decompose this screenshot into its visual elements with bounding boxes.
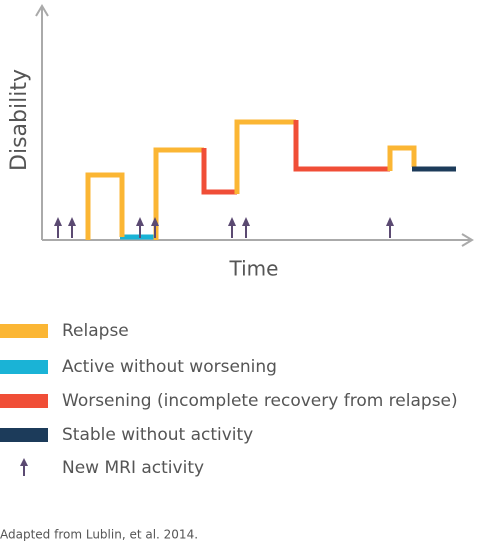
mri-arrow	[151, 217, 159, 238]
legend-swatch	[0, 394, 48, 408]
legend-label: Active without worsening	[62, 357, 277, 377]
mri-arrow	[54, 217, 62, 238]
mri-arrow	[228, 217, 236, 238]
course-line	[85, 119, 456, 240]
legend-swatch	[0, 428, 48, 442]
legend-arrow	[20, 458, 28, 476]
mri-arrow	[136, 217, 144, 238]
legend-label: New MRI activity	[62, 458, 204, 478]
legend: Relapse Active without worsening Worseni…	[0, 321, 458, 478]
mri-arrow	[68, 217, 76, 238]
y-axis-label: Disability	[7, 69, 32, 171]
x-axis-label: Time	[229, 257, 279, 281]
mri-arrow	[386, 217, 394, 238]
legend-label: Relapse	[62, 321, 129, 341]
axes	[35, 4, 474, 247]
legend-label: Worsening (incomplete recovery from rela…	[62, 391, 458, 411]
legend-swatch	[0, 360, 48, 374]
mri-arrows	[54, 217, 394, 238]
legend-swatch	[0, 324, 48, 338]
mri-arrow	[242, 217, 250, 238]
legend-label: Stable without activity	[62, 425, 253, 445]
footnote: Adapted from Lublin, et al. 2014.	[0, 528, 198, 542]
